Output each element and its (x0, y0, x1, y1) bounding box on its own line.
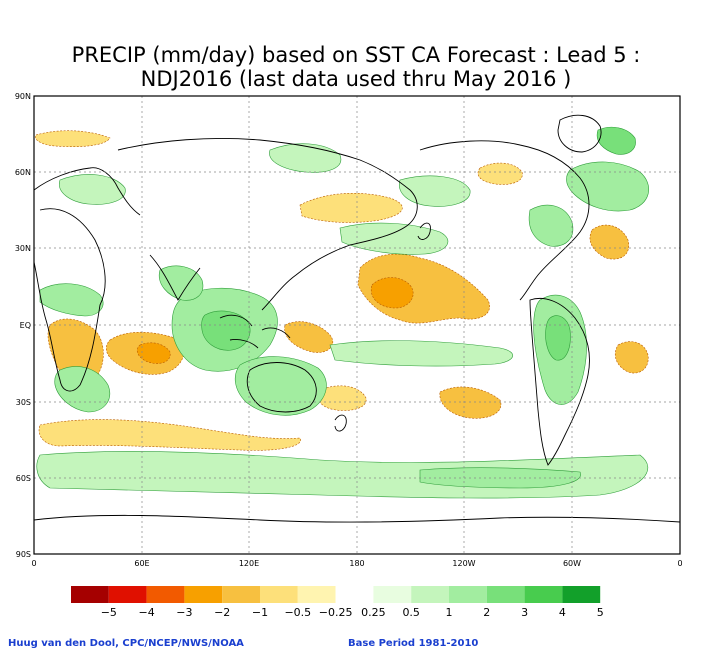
base-period-text: Base Period 1981-2010 (348, 638, 479, 649)
legend-swatch (373, 586, 412, 603)
dry-region-north-america (477, 162, 523, 185)
wet-region-maritime-core (201, 310, 251, 351)
dry-band-southern-ocean (38, 419, 301, 451)
dry-region-south-america-east (615, 341, 649, 374)
coastlines (33, 114, 681, 523)
dry-region-indonesia (284, 321, 334, 353)
coast-japan (417, 222, 431, 240)
legend-swatch (335, 586, 374, 603)
wet-region-north-pacific-high (269, 143, 342, 173)
lat-label-30s: 30S (16, 398, 31, 407)
map-title-line1: PRECIP (mm/day) based on SST CA Forecast… (71, 43, 641, 67)
credit-text: Huug van den Dool, CPC/NCEP/NWS/NOAA (8, 638, 244, 649)
lon-label-60w: 60W (563, 559, 581, 568)
coast-india (149, 254, 201, 301)
legend-label: 0.5 (402, 606, 420, 619)
legend-swatch (449, 586, 487, 603)
dry-region-indian-core (136, 342, 171, 364)
wet-region-south-america-core (545, 315, 571, 361)
lat-label-90s: 90S (16, 550, 31, 559)
coast-asia (117, 138, 418, 311)
legend-label: 0.25 (361, 606, 386, 619)
legend-swatch (524, 586, 563, 603)
legend-label: 1 (446, 606, 453, 619)
legend-label: 2 (483, 606, 490, 619)
legend-swatch (184, 586, 223, 603)
legend-swatch (562, 586, 601, 603)
legend-label: −1 (252, 606, 268, 619)
wet-region-north-atlantic-core (596, 126, 636, 155)
lon-label-0-right: 0 (677, 559, 682, 568)
coast-europe (33, 167, 141, 216)
lon-label-180: 180 (349, 559, 364, 568)
coast-africa (33, 208, 106, 392)
legend-swatch (297, 586, 336, 603)
wet-region-europe (59, 174, 126, 205)
legend-swatch (108, 586, 147, 603)
coast-new-zealand (334, 414, 347, 432)
legend-label: −4 (138, 606, 154, 619)
lon-label-60e: 60E (134, 559, 149, 568)
coast-greenland (557, 114, 602, 153)
dry-region-south-pacific-west (317, 385, 367, 411)
wet-region-north-atlantic (566, 161, 649, 212)
graticule (34, 96, 680, 554)
dry-region-north-pacific-core (370, 277, 414, 309)
dry-region-eurasia (299, 192, 403, 223)
legend-label: −2 (214, 606, 230, 619)
map-frame (33, 95, 681, 555)
coast-north-america (419, 140, 590, 301)
wet-region-central-pacific-itcz (329, 340, 513, 367)
wet-region-africa-west (39, 283, 104, 317)
legend-label: 3 (521, 606, 528, 619)
wet-region-africa-south (54, 366, 110, 413)
lat-label-eq: EQ (20, 321, 31, 330)
wet-region-north-pacific-midlat (339, 222, 449, 255)
lat-label-30n: 30N (15, 244, 31, 253)
lat-label-60s: 60S (16, 474, 31, 483)
legend-swatch (71, 586, 109, 603)
lon-label-0-left: 0 (31, 559, 36, 568)
dry-region-arctic (35, 130, 111, 148)
lon-label-120w: 120W (452, 559, 475, 568)
legend-label: 5 (597, 606, 604, 619)
color-legend: −5 −4 −3 −2 −1 −0.5 −0.25 0.25 0.5 1 2 3 4 5 (71, 586, 604, 619)
coast-south-america (529, 298, 590, 466)
wet-region-india (158, 265, 204, 301)
wet-region-siberia (399, 175, 471, 207)
coast-antarctica (33, 514, 681, 523)
dry-region-south-pacific (439, 386, 502, 419)
legend-swatch (146, 586, 185, 603)
legend-label: 4 (559, 606, 566, 619)
legend-label: −0.5 (284, 606, 311, 619)
coast-maritime-continent (219, 314, 291, 349)
legend-label: −0.25 (319, 606, 353, 619)
coast-australia (246, 362, 317, 413)
lon-label-120e: 120E (239, 559, 259, 568)
legend-swatch (222, 586, 260, 603)
legend-label: −3 (176, 606, 192, 619)
map-title-line2: NDJ2016 (last data used thru May 2016 ) (140, 67, 572, 91)
wet-region-australia (234, 356, 327, 416)
lat-label-90n: 90N (15, 92, 31, 101)
dry-region-north-atlantic (589, 224, 630, 260)
legend-swatch (411, 586, 449, 603)
wet-region-north-america-east (528, 204, 574, 247)
legend-label: −5 (101, 606, 117, 619)
lat-label-60n: 60N (15, 168, 31, 177)
legend-swatch (486, 586, 525, 603)
anomaly-shading (35, 126, 649, 499)
legend-swatch (260, 586, 298, 603)
